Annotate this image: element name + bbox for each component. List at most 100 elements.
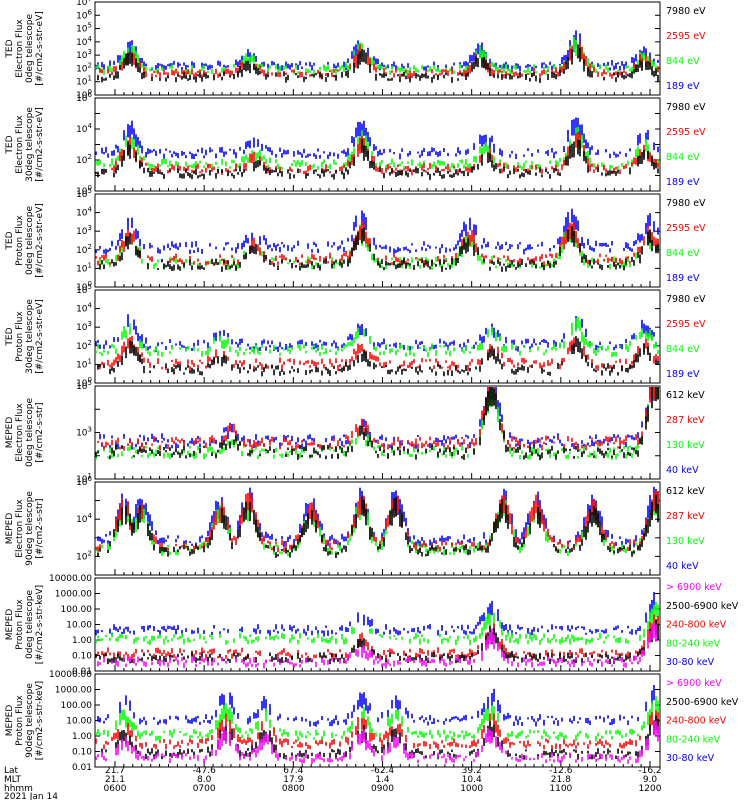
y-tick-label: 104 [76,302,92,315]
y-axis-label: 0deg telescope [25,590,35,660]
y-tick-label: 100 [76,88,92,101]
y-axis-label: TED [5,135,15,154]
y-tick-label: 10000.00 [49,574,92,584]
y-axis-label: Electron Flux [15,403,25,462]
y-tick-label: 102 [76,339,92,352]
y-tick-label: 106 [76,8,92,21]
panel-7: 10000.00 1000.00 100.00 10.00 1.00 0.10 0.01 ME… [5,574,739,677]
y-axis-label: 30deg telescope [25,107,35,182]
series-189-ev [95,117,659,160]
y-tick-label: 102 [76,61,92,74]
panel-4: 105 104 103 102 101 100 TED Proton Flux 30deg te… [5,283,706,389]
legend-entry: 7980 eV [666,294,706,305]
series-287-kev [97,387,659,452]
y-tick-label: 102 [76,549,92,562]
y-axis-label: Electron Flux [15,499,25,558]
panel-1: 107106105104103102101100TEDElectron Flux… [5,0,706,101]
y-tick-label: 10.00 [66,621,92,631]
series-130-kev [95,387,659,461]
plot-frame [94,1,661,96]
legend-entry: 7980 eV [666,198,706,209]
legend-entry: 130 keV [666,536,705,547]
series-189-ev [95,30,659,72]
legend-entry: 844 eV [666,344,700,355]
y-tick-label: 100 [76,376,92,389]
legend-entry: 844 eV [666,56,700,67]
y-axis-label: [#/cm2-s-str-eV] [35,107,45,182]
legend-entry: 2595 eV [666,319,706,330]
series-7980-ev [95,139,659,180]
plot-frame [94,385,661,480]
legend-entry: 2595 eV [666,223,706,234]
y-tick-label: 100 [76,184,92,197]
series-612-kev [97,495,659,558]
legend-entry: 189 eV [666,177,700,188]
y-tick-label: 100 [76,280,92,293]
legend-entry: 130 keV [666,440,705,451]
y-tick-label: 101 [76,261,92,274]
y-axis-label: TED [5,327,15,346]
y-tick-label: 101 [76,472,92,485]
legend-entry: 40 keV [666,465,699,476]
y-tick-label: 105 [76,187,92,200]
y-tick-label: 105 [76,379,92,392]
y-tick-label: 102 [76,243,92,256]
y-axis-label: Proton Flux [15,215,25,266]
y-axis-label: TED [5,231,15,250]
legend-entry: 40 keV [666,561,699,572]
y-tick-label: 104 [76,206,92,219]
series-287-kev [95,490,659,553]
series-7980-ev [97,336,659,377]
y-tick-label: 1.00 [72,636,92,646]
panel-5: 105 103 101 MEPED Electron Flux 0deg telescop… [5,379,705,485]
legend-entry: 2595 eV [666,127,706,138]
y-axis-label: 0deg telescope [25,14,35,84]
y-tick-label: 106 [76,475,92,488]
y-axis-label: Electron Flux [15,19,25,78]
y-axis-label: [#/cm2-s-str-eV] [35,299,45,374]
y-tick-label: 101 [76,357,92,370]
legend-entry: 7980 eV [666,6,706,17]
plot-frame [94,289,661,384]
panel-2: 106 104 102 100 TED Electron Flux 30deg telesc… [5,91,706,197]
y-tick-label: 107 [76,0,92,8]
series-612-kev [95,387,659,461]
series-844-ev [95,36,659,76]
y-tick-label: 104 [76,512,92,525]
series-844-ev [95,316,659,358]
y-tick-label: 104 [76,122,92,135]
y-tick-label: 106 [76,91,92,104]
legend-entry: 7980 eV [666,102,706,113]
y-axis-label: 0deg telescope [25,398,35,468]
y-tick-label: 105 [76,283,92,296]
legend-entry: 2595 eV [666,31,706,42]
y-axis-label: MEPED [5,513,15,545]
legend-entry: 844 eV [666,152,700,163]
y-axis-label: 30deg telescope [25,299,35,374]
y-axis-label: [#/cm2-s-str-eV] [35,11,45,86]
y-tick-label: 103 [76,48,92,61]
y-axis-label: Proton Flux [15,311,25,362]
y-axis-label: TED [5,39,15,58]
y-axis-label: Proton Flux [15,599,25,650]
legend-entry: 189 eV [666,369,700,380]
y-tick-label: 105 [76,22,92,35]
y-tick-label: 103 [76,224,92,237]
y-tick-label: 103 [76,320,92,333]
legend-entry: 189 eV [666,273,700,284]
plot-frame [94,481,661,576]
series-40-kev [99,387,655,450]
legend-entry: 287 keV [666,415,705,426]
y-axis-label: [#/cm2-s-str] [35,402,45,462]
y-axis-label: [#/cm2-s-str-eV] [35,203,45,278]
legend-entry: 612 keV [666,486,705,497]
legend-entry: 287 keV [666,511,705,522]
series-7980-ev [97,44,659,83]
y-tick-label: 100.00 [61,605,93,615]
y-tick-label: 104 [76,35,92,48]
panel-3: 105 104 103 102 101 100 TED Proton Flux 0deg tel… [5,187,706,293]
series-189-ev [95,208,659,255]
y-tick-label: 0.10 [72,652,92,662]
y-axis-label: [#/cm2-s-str] [35,498,45,558]
